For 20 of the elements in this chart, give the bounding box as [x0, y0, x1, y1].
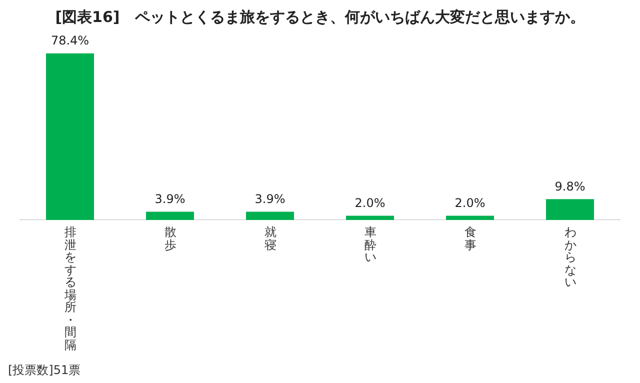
x-tick-label: 散歩: [164, 225, 177, 252]
bar: [446, 216, 494, 220]
text: [投票数]51票: [8, 362, 81, 379]
bar: [346, 216, 394, 220]
data-label: 3.9%: [254, 192, 286, 206]
x-tick-label: 就寝: [264, 225, 277, 252]
x-tick-label: 食事: [464, 225, 477, 252]
x-tick-label: わからない: [564, 225, 577, 289]
x-tick-label: 車酔い: [364, 225, 377, 264]
data-label: 78.4%: [50, 34, 90, 48]
data-label: 9.8%: [554, 179, 586, 194]
chart-title: [図表16] ペットとくるま旅をするとき、何がいちばん大変だと思いますか。: [54, 8, 586, 27]
data-label: 2.0%: [354, 196, 386, 210]
bar: [246, 212, 294, 220]
bar: [146, 212, 194, 220]
bar: [46, 53, 94, 220]
data-label: 3.9%: [154, 192, 186, 206]
data-label: 2.0%: [454, 196, 486, 210]
bar: [546, 199, 594, 220]
category-label: 排泄をする場所・間隔: [64, 225, 76, 352]
